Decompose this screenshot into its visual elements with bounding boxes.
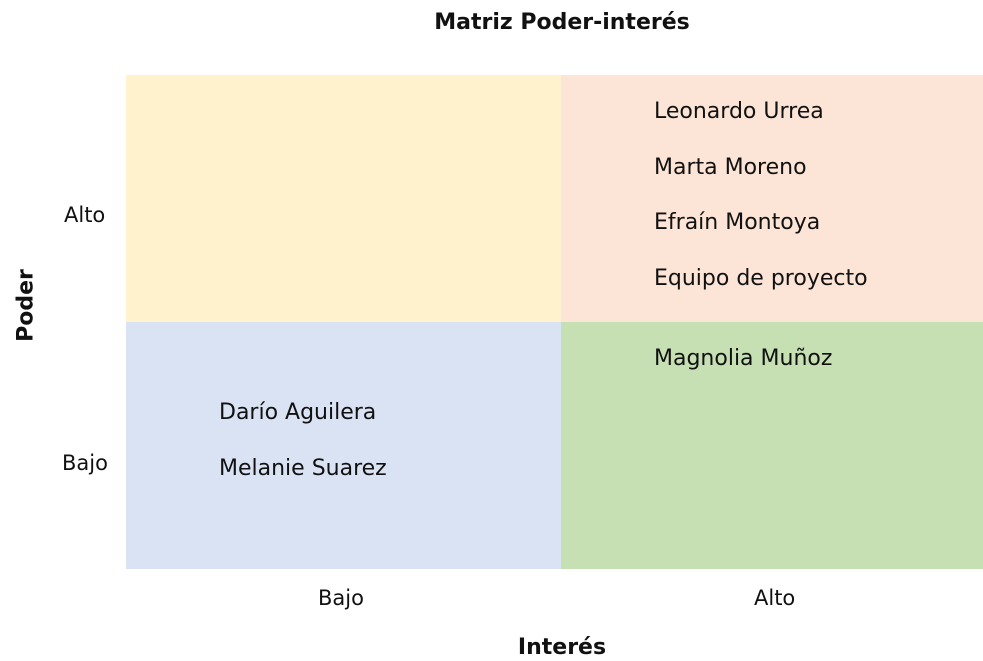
x-level: Bajo — [318, 586, 364, 610]
quadrant: Darío Aguilera Melanie Suarez — [126, 322, 561, 569]
stakeholder: Magnolia Muñoz — [654, 346, 833, 371]
y-axis-label: Poder — [13, 269, 39, 342]
quadrant — [126, 75, 561, 322]
quadrant: Magnolia Muñoz — [561, 322, 983, 569]
title: Matriz Poder-interés — [434, 10, 690, 35]
stakeholder: Equipo de proyecto — [654, 265, 868, 291]
stakeholder: Darío Aguilera — [219, 400, 377, 425]
stakeholder: Melanie Suarez — [219, 455, 387, 481]
quadrant: Leonardo Urrea Marta Moreno Efraín Montoya… — [561, 75, 983, 322]
stakeholder: Marta Moreno — [654, 154, 807, 180]
y-level: Alto — [64, 203, 106, 227]
x-axis-label: Interés — [517, 635, 607, 660]
x-level: Alto — [754, 586, 796, 610]
stakeholder: Efraín Montoya — [654, 210, 821, 235]
stakeholder: Leonardo Urrea — [654, 99, 824, 124]
y-level: Bajo — [62, 451, 108, 475]
